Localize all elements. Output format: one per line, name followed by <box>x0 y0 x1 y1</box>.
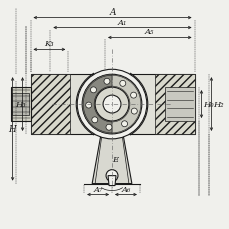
Circle shape <box>121 121 127 127</box>
Circle shape <box>85 103 91 109</box>
Circle shape <box>106 170 117 182</box>
Wedge shape <box>82 75 112 134</box>
Text: A₆: A₆ <box>121 185 130 193</box>
Circle shape <box>106 125 112 131</box>
Polygon shape <box>30 75 194 134</box>
Polygon shape <box>12 94 28 115</box>
Circle shape <box>104 79 109 85</box>
Polygon shape <box>11 88 30 121</box>
Text: A₅: A₅ <box>144 28 154 36</box>
Text: H₀: H₀ <box>203 101 213 109</box>
Circle shape <box>131 109 137 114</box>
Text: α: α <box>109 169 114 178</box>
Text: H₂: H₂ <box>213 101 223 109</box>
Text: H₃: H₃ <box>15 101 25 109</box>
Text: A₇: A₇ <box>93 185 102 193</box>
Polygon shape <box>164 88 194 121</box>
Circle shape <box>130 93 136 99</box>
Circle shape <box>82 75 141 134</box>
Text: E: E <box>112 155 117 163</box>
Polygon shape <box>154 75 194 134</box>
Polygon shape <box>92 134 131 184</box>
Circle shape <box>103 96 120 114</box>
Text: A: A <box>109 8 115 16</box>
Circle shape <box>77 70 146 139</box>
Polygon shape <box>108 176 115 186</box>
Polygon shape <box>30 75 70 134</box>
Circle shape <box>90 87 96 93</box>
Circle shape <box>119 81 125 87</box>
Circle shape <box>91 117 97 123</box>
Circle shape <box>95 88 128 121</box>
Text: H: H <box>8 125 16 134</box>
Text: A₁: A₁ <box>117 19 127 26</box>
Text: K₃: K₃ <box>44 40 54 48</box>
